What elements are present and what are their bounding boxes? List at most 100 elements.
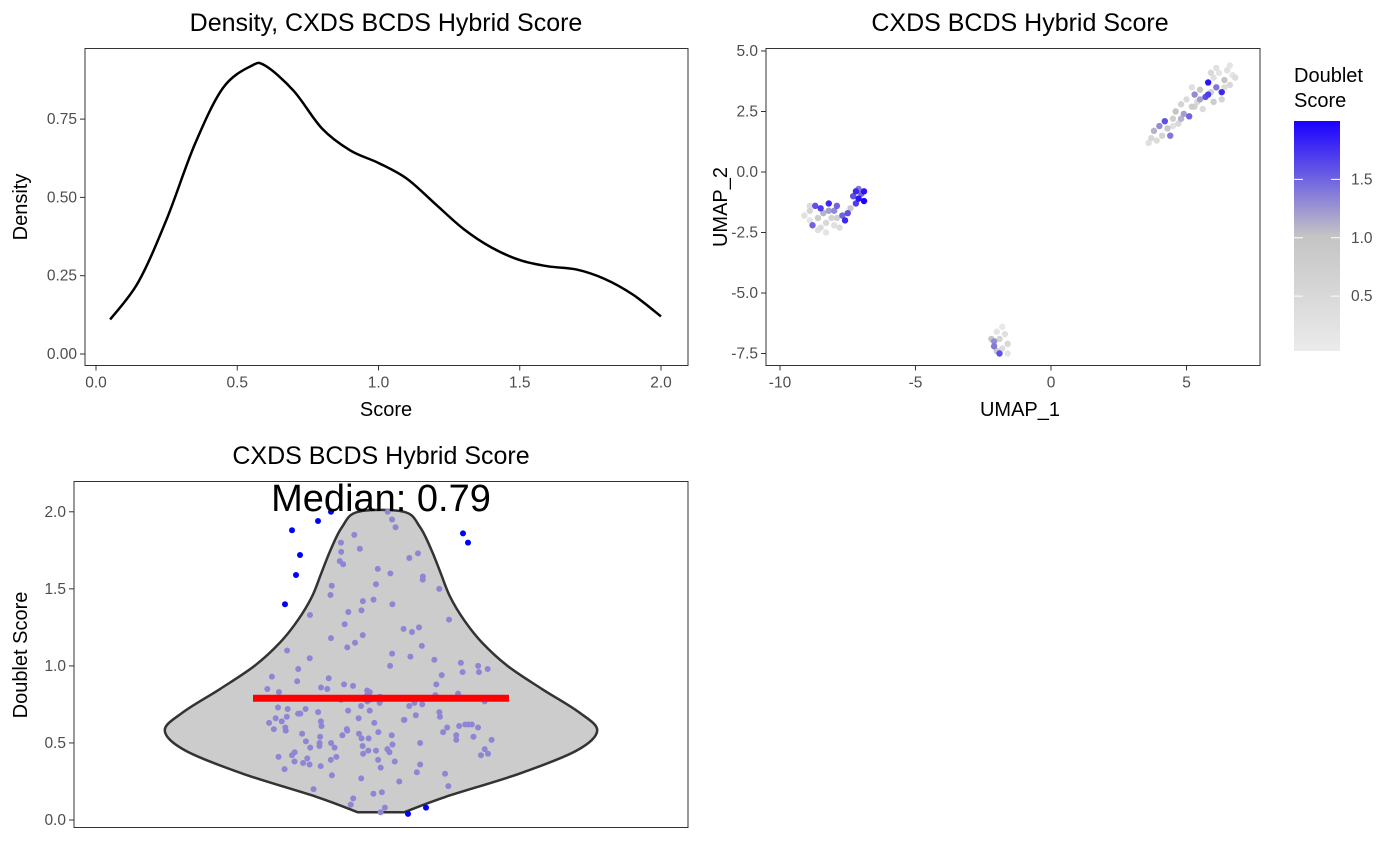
violin-point [408, 628, 415, 635]
density-y-title: Density [10, 174, 32, 241]
violin-point [392, 524, 399, 531]
umap-panel [765, 48, 1261, 366]
density-chart: Density, CXDS BCDS Hybrid Score 0.00 0.25… [10, 9, 689, 421]
violin-point [366, 707, 373, 714]
violin-point [377, 809, 384, 816]
violin-point [300, 759, 307, 766]
violin-point [477, 752, 484, 759]
legend-title-line2: Score [1294, 90, 1346, 112]
umap-point [1180, 110, 1187, 118]
umap-point [806, 202, 814, 210]
umap-point [822, 229, 830, 236]
density-y-tick-label: 0.00 [47, 346, 78, 363]
violin-point [316, 739, 323, 746]
density-x-tick-label: 1.0 [368, 375, 390, 392]
violin-point [356, 730, 363, 737]
umap-point [833, 202, 841, 210]
umap-point [996, 335, 1003, 343]
violin-point [444, 724, 451, 731]
violin-point [446, 616, 453, 623]
violin-point [488, 736, 495, 743]
legend-tick-label: 0.5 [1351, 288, 1373, 305]
violin-point [419, 701, 426, 708]
violin-point [417, 739, 424, 746]
umap-point [1199, 105, 1206, 113]
umap-point [1223, 67, 1231, 74]
umap-point [860, 197, 868, 205]
violin-point [328, 739, 335, 746]
umap-point [801, 212, 808, 219]
umap-point [847, 205, 854, 212]
violin-point [344, 644, 351, 651]
violin-y-tick-label: 2.0 [44, 504, 66, 521]
violin-point [419, 573, 426, 580]
violin-y-title: Doublet Score [10, 592, 32, 719]
violin-point [370, 790, 377, 797]
violin-point [325, 675, 332, 682]
legend-tick-label: 1.5 [1351, 171, 1373, 188]
umap-point [1001, 330, 1009, 338]
violin-point [327, 756, 334, 763]
violin-point [317, 763, 324, 770]
violin-point [391, 758, 398, 765]
umap-point [822, 219, 830, 227]
violin-y-tick-label: 1.5 [44, 581, 66, 598]
umap-point [839, 212, 846, 219]
violin-point [384, 746, 391, 753]
violin-point [317, 733, 324, 740]
umap-point [1213, 84, 1220, 91]
umap-x-tick-label: -10 [769, 375, 792, 392]
umap-x-tick-label: -5 [909, 375, 923, 392]
violin-point [278, 718, 285, 725]
umap-point [1156, 122, 1163, 130]
violin-point [364, 687, 371, 694]
violin-point [389, 741, 396, 748]
umap-point [833, 214, 841, 222]
umap-point [1145, 139, 1152, 147]
umap-point [1158, 132, 1166, 139]
violin-point [310, 786, 317, 793]
violin-point [358, 702, 365, 709]
violin-point [327, 635, 334, 642]
umap-points [801, 62, 1239, 357]
umap-point [990, 343, 998, 350]
legend-ticks: 0.5 1.0 1.5 [1294, 171, 1373, 305]
violin-point [337, 539, 344, 546]
umap-point [1204, 79, 1212, 86]
violin-point [324, 686, 331, 693]
umap-point [1164, 125, 1171, 132]
violin-point [304, 755, 311, 762]
violin-body [163, 508, 599, 814]
violin-point [352, 639, 359, 646]
umap-point [1150, 127, 1158, 135]
violin-title: CXDS BCDS Hybrid Score [232, 442, 529, 470]
umap-point [1221, 84, 1228, 91]
umap-point [999, 323, 1006, 331]
umap-point [1215, 69, 1223, 76]
violin-point [406, 702, 413, 709]
umap-point [806, 207, 814, 214]
violin-point [389, 650, 396, 657]
violin-point [375, 729, 382, 736]
density-x-tick-label: 0.5 [226, 375, 248, 392]
violin-point [345, 608, 352, 615]
violin-point [350, 795, 357, 802]
violin-point [359, 743, 366, 750]
density-panel [84, 48, 689, 366]
color-legend: Doublet Score 0.5 1.0 1.5 [1294, 65, 1373, 351]
median-annotation: Median: 0.79 [271, 478, 491, 520]
violin-point [381, 804, 388, 811]
umap-x-tick-label: 5 [1182, 375, 1191, 392]
violin-outlier-point [465, 539, 471, 546]
umap-point [820, 209, 827, 217]
violin-y-tick-label: 0.0 [44, 812, 66, 829]
violin-point [481, 746, 488, 753]
umap-point [1213, 64, 1220, 72]
violin-outlier-point [289, 527, 295, 534]
umap-point [1167, 132, 1174, 139]
umap-y-tick-label: 2.5 [736, 104, 758, 121]
density-x-axis: 0.0 0.5 1.0 1.5 2.0 [85, 365, 672, 392]
umap-point [1207, 69, 1215, 76]
violin-point [377, 764, 384, 771]
